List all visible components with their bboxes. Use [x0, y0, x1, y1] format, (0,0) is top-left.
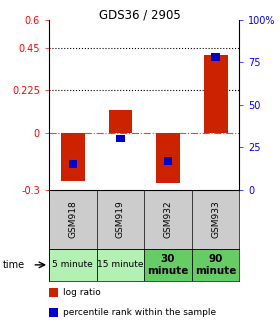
- Bar: [97, 249, 144, 281]
- Text: 90
minute: 90 minute: [195, 254, 236, 276]
- Bar: [116, 135, 125, 143]
- Text: log ratio: log ratio: [63, 288, 101, 297]
- Bar: [61, 133, 85, 181]
- Bar: [49, 308, 58, 317]
- Text: 30
minute: 30 minute: [147, 254, 189, 276]
- Text: GSM933: GSM933: [211, 200, 220, 238]
- Text: GDS36 / 2905: GDS36 / 2905: [99, 8, 181, 21]
- Bar: [69, 160, 77, 168]
- Text: GSM932: GSM932: [164, 200, 172, 238]
- Text: time: time: [3, 260, 25, 270]
- Bar: [156, 133, 180, 183]
- Bar: [211, 53, 220, 61]
- Bar: [204, 55, 227, 133]
- Text: 5 minute: 5 minute: [52, 260, 93, 269]
- Bar: [192, 249, 239, 281]
- Bar: [109, 110, 132, 133]
- Text: percentile rank within the sample: percentile rank within the sample: [63, 308, 216, 317]
- Text: 15 minute: 15 minute: [97, 260, 144, 269]
- Bar: [49, 249, 97, 281]
- Text: GSM919: GSM919: [116, 200, 125, 238]
- Bar: [164, 157, 172, 164]
- Bar: [144, 249, 192, 281]
- Bar: [49, 288, 58, 297]
- Text: GSM918: GSM918: [68, 200, 77, 238]
